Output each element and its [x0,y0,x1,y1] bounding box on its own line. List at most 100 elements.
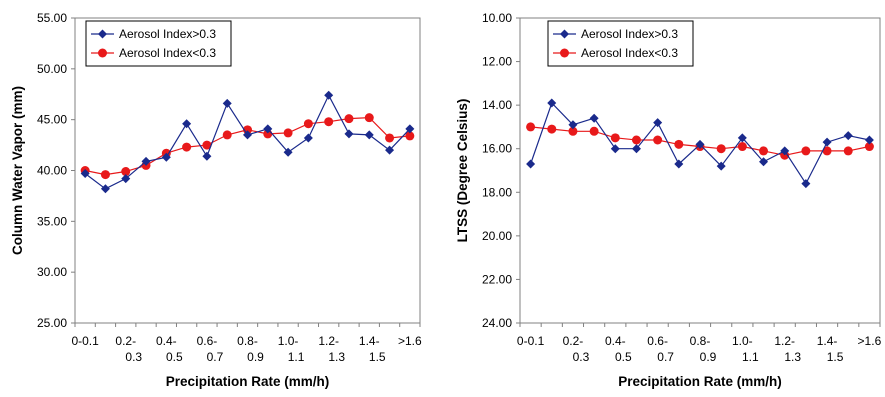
y-tick-label: 35.00 [37,214,67,228]
data-point-diamond [822,137,832,147]
legend-label: Aerosol Index>0.3 [119,27,216,41]
x-tick-label: 1.0-1.1 [732,334,759,364]
data-point-diamond [385,145,395,155]
data-point-diamond [182,119,192,129]
y-tick-label: 55.00 [37,11,67,25]
data-point-circle [547,124,557,134]
legend-marker-circle [98,48,107,58]
data-point-diamond [263,124,273,134]
data-point-diamond [610,144,620,154]
x-tick-label: 0.4-0.5 [605,334,632,364]
data-point-diamond [364,130,374,140]
data-point-circle [324,117,334,127]
x-tick-label: 1.0-1.1 [278,334,305,364]
data-point-diamond [780,146,790,156]
y-tick-label: 20.00 [482,229,512,243]
legend-label: Aerosol Index<0.3 [581,46,678,60]
y-tick-label: 22.00 [482,272,512,286]
data-point-circle [759,146,769,156]
data-point-circle [121,167,131,177]
data-point-circle [716,144,726,154]
x-tick-label: >1.6 [398,334,422,348]
data-point-circle [405,131,415,141]
legend-marker-diamond [560,29,569,39]
y-tick-label: 45.00 [37,113,67,127]
data-point-diamond [243,130,252,140]
legend: Aerosol Index>0.3 Aerosol Index<0.3 [85,20,232,67]
y-tick-label: 24.00 [482,316,512,330]
data-point-circle [864,142,874,152]
legend-marker-diamond [98,29,107,39]
data-point-diamond [283,147,293,157]
x-tick-label: 1.4-1.5 [817,334,844,364]
data-point-circle [283,128,293,138]
data-point-circle [674,139,684,149]
y-axis-title: LTSS (Degree Celsius) [455,99,470,243]
data-point-circle [631,135,641,145]
x-tick-label: 0.6-0.7 [647,334,674,364]
x-tick-label: 1.2-1.3 [318,334,345,364]
data-point-diamond [100,184,110,194]
data-point-diamond [222,98,232,108]
y-tick-label: 50.00 [37,62,67,76]
data-point-circle [303,119,313,129]
data-point-circle [822,146,832,156]
chart-2: 10.00 12.00 14.00 16.00 18.00 20.00 22.00 24.00… [455,11,882,389]
data-point-circle [526,122,536,132]
data-point-diamond [324,90,334,100]
legend-marker-circle [560,48,569,58]
x-axis-title: Precipitation Rate (mm/h) [166,374,330,389]
data-point-circle [202,140,212,150]
data-point-circle [182,142,192,152]
y-tick-label: 12.00 [482,55,512,69]
data-point-circle [364,113,374,123]
series-line [84,93,411,190]
x-tick-label: 0.2-0.3 [115,334,142,364]
data-point-diamond [202,151,212,161]
data-point-diamond [80,169,90,179]
x-tick-label: 0.8-0.9 [237,334,264,364]
y-tick-label: 30.00 [37,265,67,279]
y-tick-label: 18.00 [482,185,512,199]
data-point-diamond [653,118,663,128]
data-point-circle [589,126,599,136]
data-point-circle [843,146,853,156]
x-tick-label: >1.6 [858,334,882,348]
x-tick-label: 0.8-0.9 [690,334,717,364]
legend-label: Aerosol Index<0.3 [119,46,216,60]
data-point-diamond [344,129,354,139]
data-point-diamond [121,174,131,184]
data-point-diamond [161,152,171,162]
data-point-diamond [568,120,578,130]
y-tick-label: 25.00 [37,316,67,330]
x-tick-label: 1.2-1.3 [774,334,801,364]
data-point-diamond [526,159,536,169]
data-point-circle [344,114,354,124]
data-point-diamond [695,139,705,149]
data-point-circle [653,135,663,145]
data-point-diamond [674,159,684,169]
data-point-circle [801,146,811,156]
legend-box [547,20,694,67]
y-tick-label: 16.00 [482,142,512,156]
data-point-diamond [737,133,747,143]
data-point-diamond [843,131,853,141]
data-point-circle [222,130,232,140]
data-point-diamond [141,156,151,166]
x-tick-label: 0-0.1 [517,334,545,348]
data-point-diamond [864,135,874,145]
y-tick-label: 10.00 [482,11,512,25]
y-tick-label: 40.00 [37,164,67,178]
x-tick-label: 0.6-0.7 [197,334,224,364]
x-tick-label: 0.4-0.5 [156,334,183,364]
data-point-diamond [547,98,557,108]
legend-label: Aerosol Index>0.3 [581,27,678,41]
chart-1: 25.00 30.00 35.00 40.00 45.00 50.00 55.00 0-0.1… [10,11,422,389]
data-point-circle [737,142,747,152]
data-point-diamond [303,133,313,143]
y-axis-title: Column Water Vapor (mm) [10,86,25,255]
x-tick-label: 0.2-0.3 [563,334,590,364]
data-point-circle [100,170,110,180]
